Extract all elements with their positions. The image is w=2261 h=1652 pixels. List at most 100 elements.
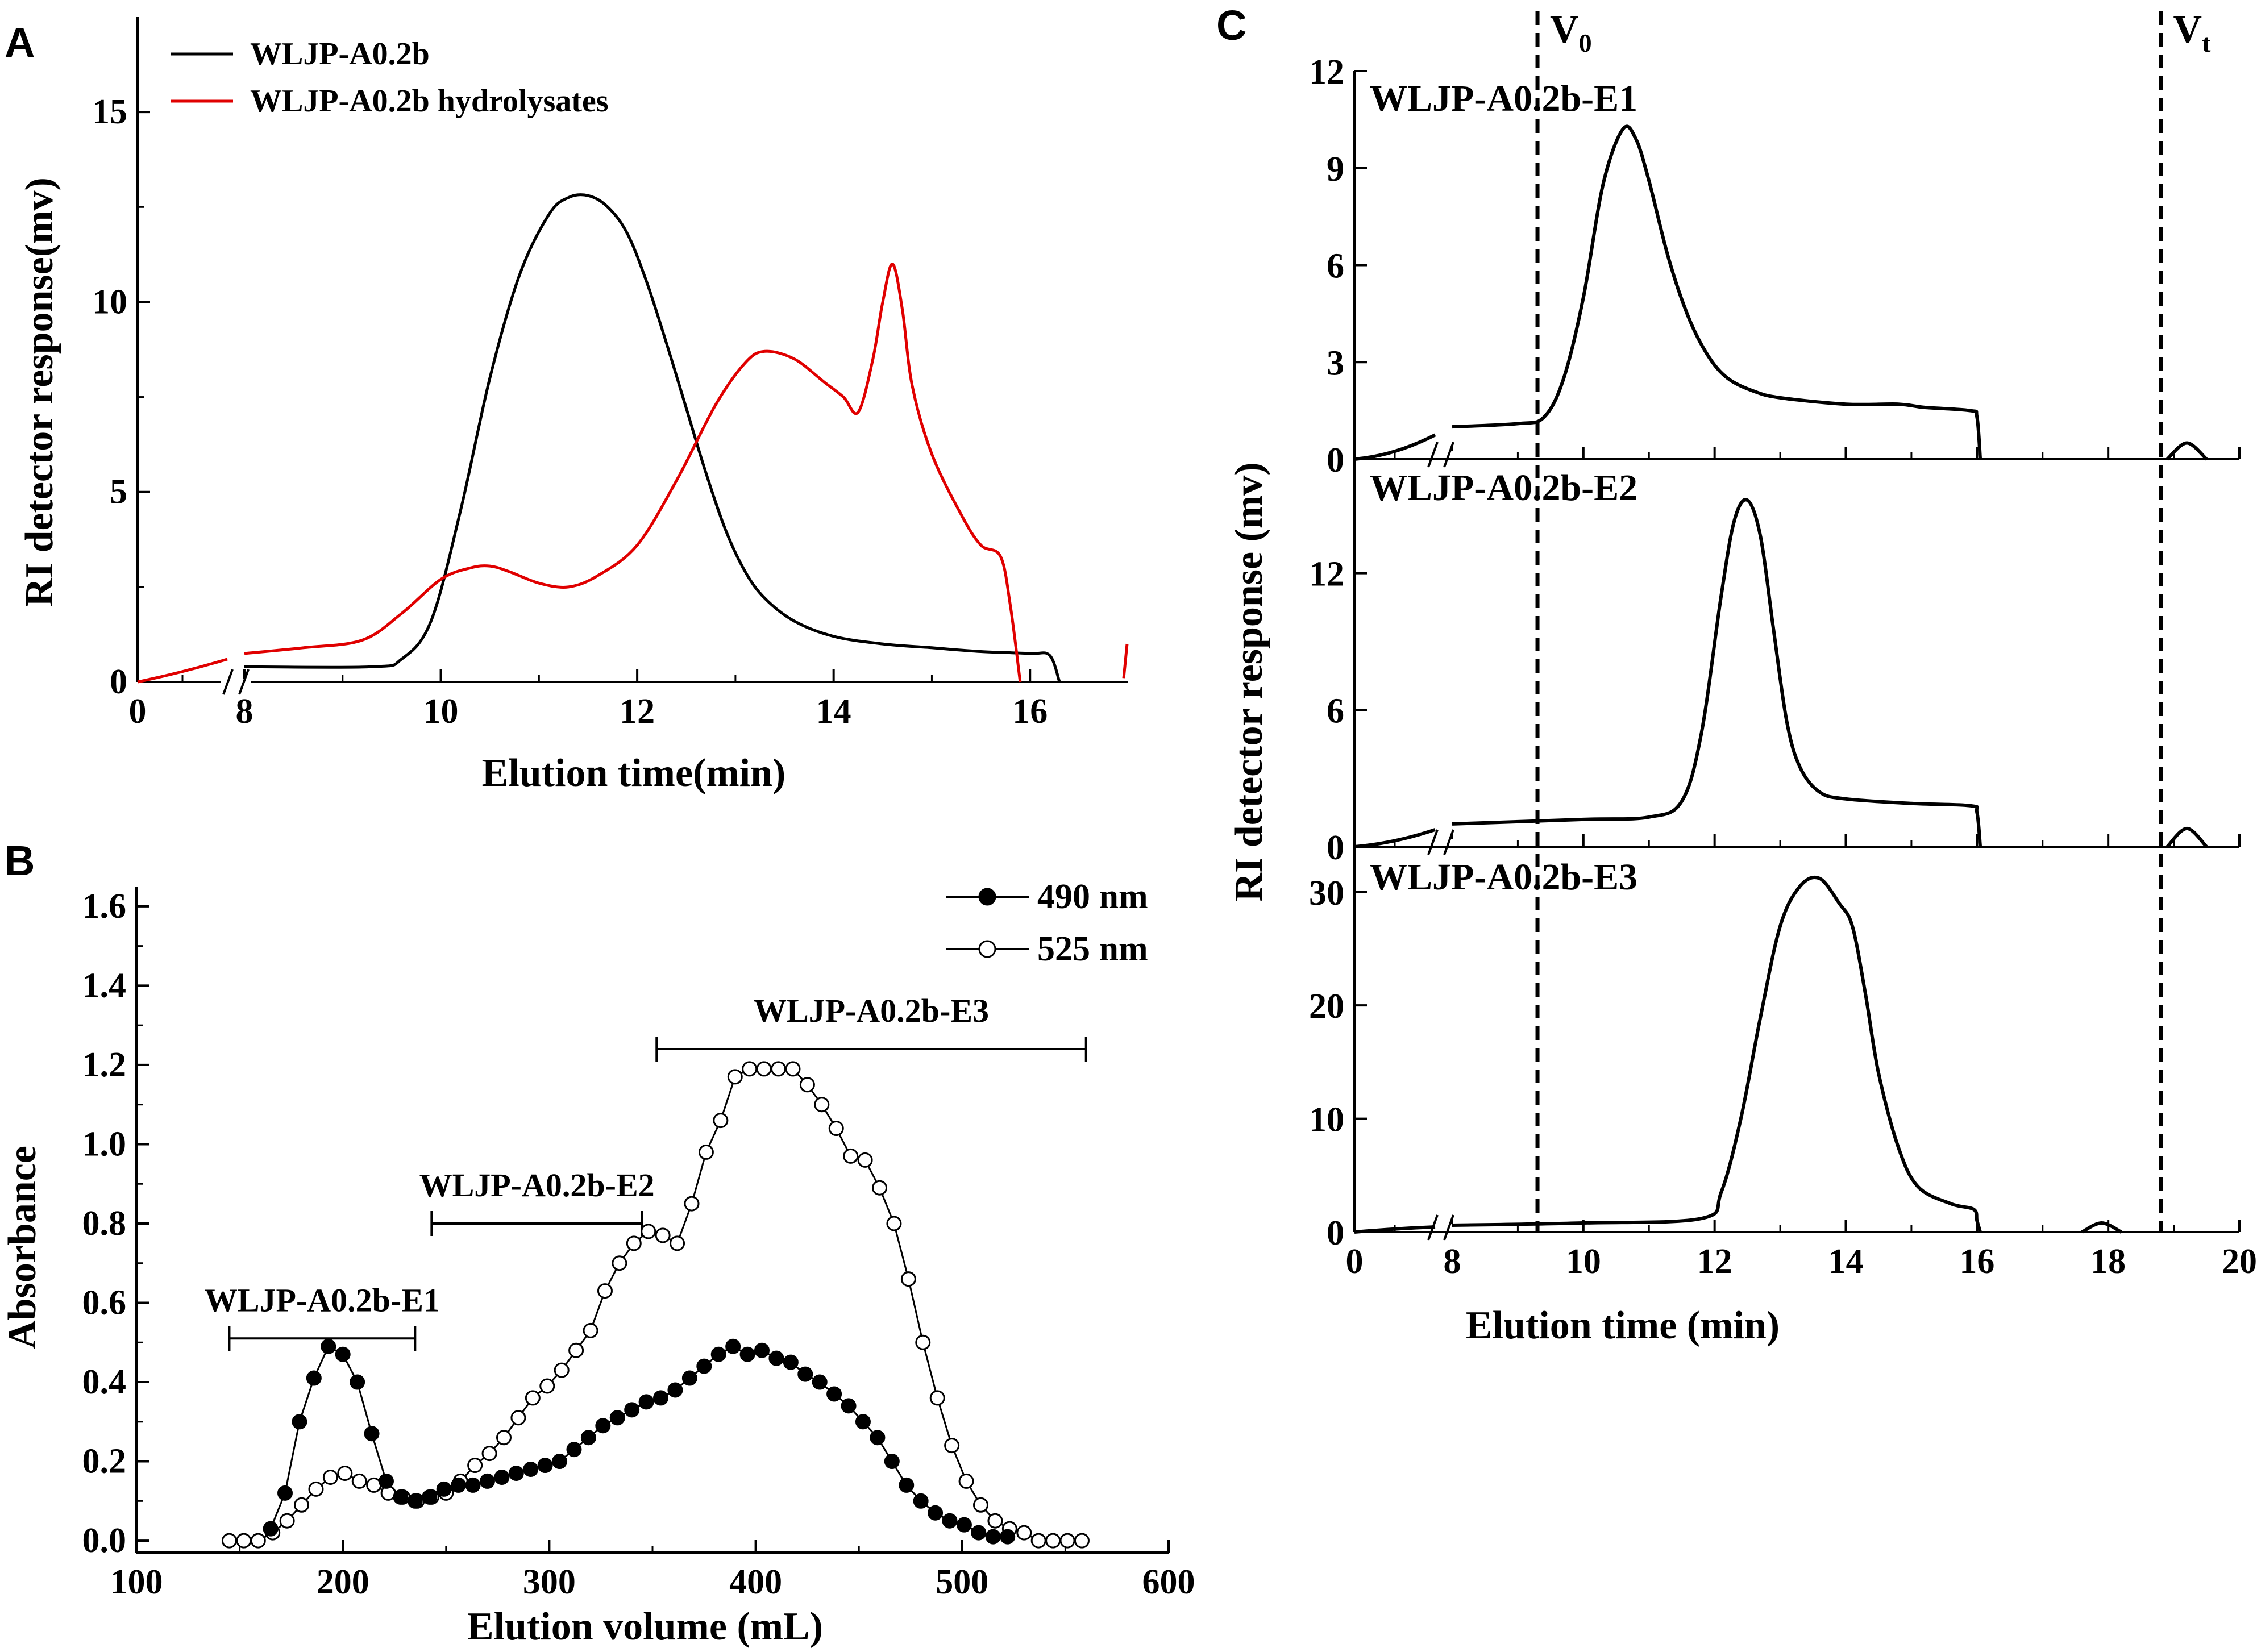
- panel-a-y-tick-label: 0: [110, 663, 127, 701]
- panel-b-series-1-point: [828, 1121, 844, 1137]
- legend-label-b0: 490 nm: [1037, 877, 1148, 916]
- panel-c-subplot-0-y-tick-label: 3: [1327, 344, 1344, 382]
- panel-b-series-1-point: [814, 1097, 830, 1113]
- panel-c-axes: 0 3 6 9 12 0 6 12 0 10 20 30 0 8 10 12 14 16 18 20: [1309, 53, 2257, 1281]
- panel-c-subplot-0-y-tick-label: 0: [1327, 441, 1344, 480]
- panel-b-series-1-point: [322, 1469, 338, 1485]
- panel-b-series-0-point: [451, 1477, 467, 1493]
- panel-b-series-0-point: [306, 1370, 322, 1386]
- panel-b-series-0-point: [870, 1430, 886, 1446]
- panel-b-series-0-point: [393, 1489, 409, 1505]
- panel-c-lines: [1354, 124, 2208, 1234]
- panel-b-series-1-point: [467, 1458, 483, 1474]
- panel-a-x-tick-label: 10: [423, 692, 459, 731]
- panel-b-series-1-point: [308, 1481, 324, 1497]
- panel-c-subplot-2-y-tick-label: 20: [1309, 987, 1344, 1026]
- panel-c-subplot-0-line: [1452, 124, 1982, 460]
- panel-b-bracket-1-label: WLJP-A0.2b-E2: [419, 1167, 655, 1204]
- panel-b-series-0-point: [566, 1442, 582, 1458]
- panel-a-legend: WLJP-A0.2b WLJP-A0.2b hydrolysates: [171, 36, 609, 119]
- panel-b-series-1-point: [900, 1271, 916, 1287]
- panel-letter-c: C: [1216, 2, 1246, 49]
- panel-b-series-1-point: [886, 1216, 902, 1231]
- panel-a-series-0-line: [244, 193, 1061, 683]
- panel-b-series-0-point: [407, 1493, 423, 1509]
- panel-a-x-tick-label: 12: [620, 692, 655, 731]
- panel-b-series-0-point: [681, 1370, 697, 1386]
- panel-b-y-tick-label: 1.2: [82, 1046, 127, 1084]
- legend-label-b1: 525 nm: [1037, 930, 1148, 968]
- panel-a-series-1-lead-in: [137, 658, 228, 684]
- panel-b-series-0-point: [494, 1469, 510, 1485]
- panel-b-axes: 0.0 0.2 0.4 0.6 0.8 1.0 1.2 1.4 1.6 100 200 300 400 5…: [82, 887, 1195, 1601]
- panel-c-subplot-0-axis-break-slash-1: [1427, 442, 1439, 468]
- panel-b-series-0-point: [537, 1458, 553, 1474]
- legend-label-a1: WLJP-A0.2b hydrolysates: [250, 84, 609, 119]
- panel-b-legend: 490 nm 525 nm: [946, 877, 1148, 968]
- panel-c-x-tick-label: 20: [2222, 1242, 2257, 1281]
- panel-b-series-0-point: [754, 1342, 770, 1358]
- panel-b-series-1-point: [698, 1144, 714, 1160]
- panel-c-subplot-label-e1: WLJP-A0.2b-E1: [1370, 78, 1637, 119]
- panel-b-series-0-point: [638, 1394, 654, 1410]
- panel-c-reference-label-1: Vt: [2173, 8, 2212, 57]
- panel-c-subplot-1-tail: [2166, 826, 2208, 848]
- panel-b-series-0-line: [269, 1345, 1008, 1538]
- panel-c-subplot-1-axis-break-slash-2: [1443, 829, 1454, 855]
- panel-b-series-0-point: [826, 1386, 842, 1402]
- panel-a-y-axis-title: RI detector response(mv): [18, 177, 61, 607]
- panel-c-subplot-0-tail: [2166, 441, 2208, 461]
- panel-b-x-axis-title: Elution volume (mL): [467, 1605, 823, 1649]
- panel-b-series-1-point: [785, 1061, 801, 1077]
- panel-b-series-1-point: [1045, 1533, 1061, 1549]
- panel-c-subplot-2-y-tick-label: 30: [1309, 874, 1344, 913]
- panel-c-subplot-0-lead-in: [1354, 433, 1436, 461]
- panel-b-series-1-point: [250, 1533, 266, 1549]
- panel-b-series-1-point: [337, 1465, 353, 1481]
- panel-a-x-tick-label: 16: [1012, 692, 1048, 731]
- panel-b-y-tick-label: 0.0: [82, 1521, 127, 1560]
- panel-letter-b: B: [5, 837, 35, 884]
- panel-c-y-axis-title: RI detector response (mv): [1227, 462, 1271, 901]
- panel-c-x-tick-label: 12: [1697, 1242, 1732, 1281]
- panel-b-series-0-point: [465, 1477, 481, 1493]
- panel-a-series-1-tail: [1122, 643, 1129, 679]
- panel-b-series-0-point: [667, 1382, 683, 1398]
- panel-b-series-1-point: [799, 1077, 815, 1093]
- panel-b-series-0-point: [364, 1426, 380, 1442]
- panel-b-series-0-point: [595, 1418, 611, 1434]
- panel-b-series-1-point: [1016, 1525, 1032, 1541]
- panel-b-series-0-point: [378, 1473, 394, 1489]
- panel-b-series-1-point: [1030, 1533, 1046, 1549]
- panel-b-series-1-point: [583, 1322, 598, 1338]
- panel-b-series-1-point: [843, 1148, 859, 1164]
- panel-b-series-0-point: [710, 1346, 726, 1362]
- panel-b-series-0-point: [335, 1346, 351, 1362]
- legend-marker-b1: [978, 940, 996, 958]
- panel-b-series-0-point: [653, 1390, 669, 1406]
- panel-letter-a: A: [5, 19, 35, 66]
- panel-b-series-0-point: [956, 1517, 972, 1533]
- panel-c-subplot-1-y-tick-label: 12: [1309, 555, 1344, 594]
- panel-b-series-0-point: [942, 1513, 958, 1529]
- panel-c-subplot-2-axis-break-slash-2: [1443, 1214, 1454, 1241]
- panel-a-lines: [137, 193, 1129, 684]
- panel-b-series-0-point: [783, 1354, 799, 1370]
- panel-b-series-0-point: [797, 1366, 813, 1382]
- panel-c-subplot-2-y-tick-label: 10: [1309, 1101, 1344, 1139]
- panel-c-subplot-1-y-tick-label: 0: [1327, 829, 1344, 867]
- panel-b-y-tick-label: 0.2: [82, 1442, 127, 1481]
- panel-b-series-1-point: [972, 1497, 988, 1513]
- panel-b-y-axis-title: Absorbance: [1, 1146, 44, 1349]
- panel-b-series-0-point: [479, 1473, 495, 1489]
- panel-a-y-tick-label: 10: [92, 282, 127, 321]
- panel-c-reference-label-0: V0: [1550, 8, 1592, 57]
- panel-b-series-0-point: [609, 1410, 625, 1426]
- panel-b-x-tick-label: 100: [110, 1563, 163, 1601]
- panel-b-series-0-point: [985, 1529, 1001, 1545]
- panel-b-bracket-2-label: WLJP-A0.2b-E3: [754, 992, 989, 1029]
- panel-b-series-1-point: [857, 1152, 873, 1168]
- panel-b-x-tick-label: 200: [317, 1563, 369, 1601]
- panel-b-series-1-point: [958, 1473, 974, 1489]
- panel-a-chart: 0 5 10 15 0 8 10 12 14 16 WLJP-A0.2b WLJP-A0.2b h…: [18, 17, 1129, 795]
